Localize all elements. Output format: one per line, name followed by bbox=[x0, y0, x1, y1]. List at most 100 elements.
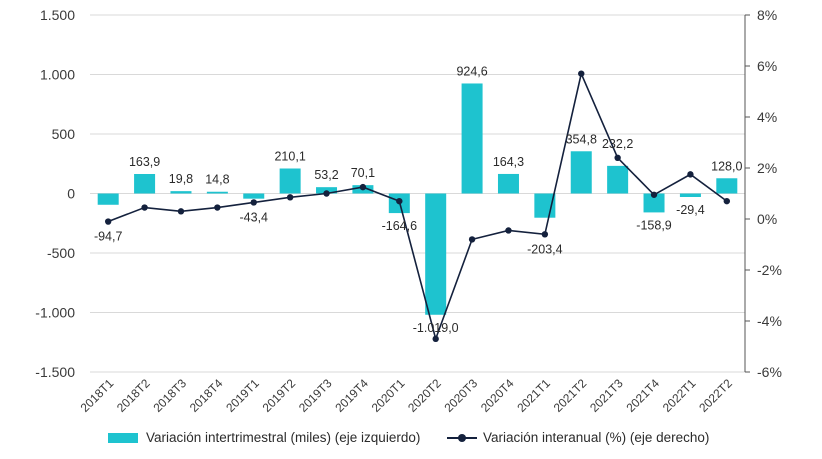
line-point-2018T3 bbox=[177, 208, 185, 215]
data-label-2020T3: 924,6 bbox=[456, 64, 487, 78]
bar-2021T2 bbox=[570, 151, 592, 194]
line-point-2021T2 bbox=[578, 70, 585, 77]
legend-bar-swatch bbox=[108, 432, 138, 443]
line-point-2019T3 bbox=[323, 190, 330, 197]
line-point-2021T1 bbox=[541, 231, 549, 238]
x-tick-label: 2019T1 bbox=[223, 376, 262, 415]
right-tick-label: 2% bbox=[757, 160, 777, 176]
data-label-2021T4: -158,9 bbox=[636, 218, 671, 232]
bar-2019T2 bbox=[279, 168, 301, 194]
x-tick-label: 2020T2 bbox=[405, 376, 444, 415]
line-point-2022T1 bbox=[687, 171, 694, 178]
data-label-2018T1: -94,7 bbox=[94, 230, 123, 244]
left-tick-label: 500 bbox=[52, 126, 76, 142]
legend-bar-label: Variación intertrimestral (miles) (eje i… bbox=[146, 430, 421, 445]
x-axis: 2018T12018T22018T32018T42019T12019T22019… bbox=[78, 376, 736, 415]
bar-2021T3 bbox=[607, 165, 629, 194]
left-tick-label: -1.000 bbox=[35, 305, 75, 321]
left-axis: 1.500 1.000 500 0 -500 -1.000 -1.500 bbox=[35, 7, 75, 380]
left-tick-label: 0 bbox=[67, 186, 75, 202]
bar-series bbox=[97, 83, 738, 315]
line-point-2020T1 bbox=[396, 197, 403, 205]
legend-item-line: Variación interanual (%) (eje derecho) bbox=[447, 430, 709, 445]
data-label-2021T1: -203,4 bbox=[527, 242, 562, 256]
legend-line-label: Variación interanual (%) (eje derecho) bbox=[483, 430, 710, 445]
right-axis: 8% 6% 4% 2% 0% -2% -4% -6% bbox=[744, 7, 782, 380]
line-point-2018T4 bbox=[214, 204, 221, 211]
bar-2020T3 bbox=[461, 83, 483, 194]
gridlines bbox=[90, 14, 745, 373]
line-point-2022T2 bbox=[723, 197, 731, 205]
bar-2018T3 bbox=[170, 191, 192, 194]
right-tick-label: 8% bbox=[757, 7, 777, 23]
left-tick-label: 1.500 bbox=[40, 7, 75, 23]
line-point-2021T4 bbox=[650, 191, 658, 198]
data-label-2020T1: -164,6 bbox=[382, 219, 417, 233]
x-tick-label: 2018T3 bbox=[150, 376, 189, 415]
data-label-2022T2: 128,0 bbox=[711, 159, 742, 173]
data-label-2020T2: -1.019,0 bbox=[413, 321, 459, 335]
x-tick-label: 2021T1 bbox=[514, 376, 553, 415]
x-tick-label: 2019T3 bbox=[296, 376, 335, 415]
x-tick-label: 2021T2 bbox=[551, 376, 590, 415]
data-label-2018T2: 163,9 bbox=[129, 155, 160, 169]
x-tick-label: 2020T1 bbox=[369, 376, 408, 415]
right-tick-label: 0% bbox=[757, 211, 777, 227]
legend: Variación intertrimestral (miles) (eje i… bbox=[0, 430, 822, 452]
legend-item-bars: Variación intertrimestral (miles) (eje i… bbox=[108, 430, 420, 445]
left-tick-label: -500 bbox=[47, 245, 75, 261]
line-point-2019T1 bbox=[250, 199, 257, 206]
x-tick-label: 2020T4 bbox=[478, 376, 517, 415]
x-tick-label: 2022T2 bbox=[696, 376, 735, 415]
left-tick-label: 1.000 bbox=[40, 67, 75, 83]
bar-2020T2 bbox=[425, 193, 447, 315]
data-label-2018T4: 14,8 bbox=[205, 173, 229, 187]
x-tick-label: 2020T3 bbox=[442, 376, 481, 415]
line-point-2020T2 bbox=[432, 335, 439, 343]
bar-2022T2 bbox=[716, 178, 738, 194]
data-label-2019T4: 70,1 bbox=[351, 166, 375, 180]
right-tick-label: -6% bbox=[757, 364, 782, 380]
right-tick-label: 6% bbox=[757, 58, 777, 74]
line-path bbox=[107, 71, 728, 342]
chart: 1.500 1.000 500 0 -500 -1.000 -1.500 8% 6% 4% 2% 0… bbox=[35, 7, 782, 415]
x-tick-label: 2018T1 bbox=[78, 376, 117, 415]
data-label-2019T2: 210,1 bbox=[274, 149, 305, 163]
x-tick-label: 2019T4 bbox=[332, 376, 371, 415]
bar-2019T1 bbox=[243, 193, 265, 199]
bar-2018T1 bbox=[97, 193, 119, 205]
line-point-2020T3 bbox=[468, 236, 476, 243]
bar-2018T4 bbox=[206, 191, 228, 194]
line-point-2020T4 bbox=[505, 227, 512, 234]
data-label-2021T3: 232,2 bbox=[602, 137, 633, 151]
x-tick-label: 2018T4 bbox=[187, 376, 226, 415]
line-point-2021T3 bbox=[614, 154, 621, 161]
legend-line-swatch bbox=[447, 433, 477, 443]
x-tick-label: 2019T2 bbox=[260, 376, 299, 415]
data-label-2020T4: 164,3 bbox=[493, 155, 524, 169]
bar-2021T4 bbox=[643, 193, 665, 213]
data-label-2018T3: 19,8 bbox=[169, 172, 193, 186]
right-tick-label: 4% bbox=[757, 109, 777, 125]
data-label-2019T3: 53,2 bbox=[314, 168, 338, 182]
right-tick-label: -4% bbox=[757, 313, 782, 329]
data-label-2021T2: 354,8 bbox=[566, 132, 597, 146]
bar-2018T2 bbox=[134, 173, 156, 194]
left-tick-label: -1.500 bbox=[35, 364, 75, 380]
line-point-2018T1 bbox=[104, 218, 112, 225]
x-tick-label: 2018T2 bbox=[114, 376, 153, 415]
x-tick-label: 2021T4 bbox=[623, 376, 662, 415]
right-tick-label: -2% bbox=[757, 262, 782, 278]
bar-2020T4 bbox=[497, 173, 519, 194]
line-point-2019T4 bbox=[359, 183, 367, 191]
data-labels: -94,7 163,9 19,8 14,8 -43,4 210,1 53,2 70,1 -164… bbox=[94, 64, 743, 334]
bar-2022T1 bbox=[679, 193, 701, 197]
line-point-2019T2 bbox=[286, 194, 294, 201]
x-tick-label: 2022T1 bbox=[660, 376, 699, 415]
data-label-2022T1: -29,4 bbox=[676, 203, 705, 217]
x-tick-label: 2021T3 bbox=[587, 376, 626, 415]
line-series bbox=[104, 70, 731, 343]
bar-2021T1 bbox=[534, 193, 556, 218]
data-label-2019T1: -43,4 bbox=[240, 210, 269, 224]
line-point-2018T2 bbox=[141, 204, 148, 211]
